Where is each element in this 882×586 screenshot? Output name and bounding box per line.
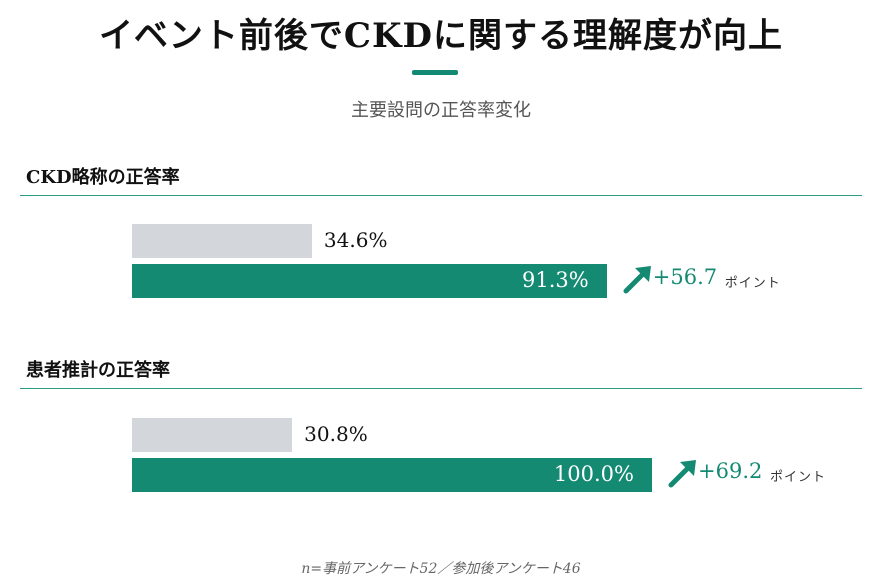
title-accent-line [412, 70, 458, 75]
group-divider [20, 388, 862, 389]
change-unit-ckd-abbreviation: ポイント [724, 276, 781, 291]
value-label-after-patient-estimate: 100.0% [553, 462, 634, 486]
value-label-after-ckd-abbreviation: 91.3% [522, 268, 589, 292]
bar-after-patient-estimate [132, 458, 652, 492]
group-title-ckd-abbreviation: CKD略称の正答率 [26, 167, 180, 188]
footnote: n=事前アンケート52／参加後アンケート46 [301, 561, 581, 577]
arrow-up-right-icon [668, 460, 696, 488]
group-title-patient-estimate: 患者推計の正答率 [26, 360, 170, 381]
bar-before-patient-estimate [132, 418, 293, 452]
change-value-patient-estimate: +69.2 [698, 459, 763, 483]
group-divider [20, 195, 862, 196]
value-label-before-patient-estimate: 30.8% [304, 422, 368, 446]
bar-before-ckd-abbreviation [132, 224, 312, 258]
arrow-up-right-icon [623, 266, 651, 294]
value-label-before-ckd-abbreviation: 34.6% [323, 228, 388, 252]
bar-after-ckd-abbreviation [132, 264, 607, 298]
page-subtitle: 主要設問の正答率変化 [351, 100, 531, 121]
page-title: イベント前後でCKDに関する理解度が向上 [98, 16, 784, 56]
change-value-ckd-abbreviation: +56.7 [652, 265, 718, 289]
change-unit-patient-estimate: ポイント [770, 470, 827, 485]
